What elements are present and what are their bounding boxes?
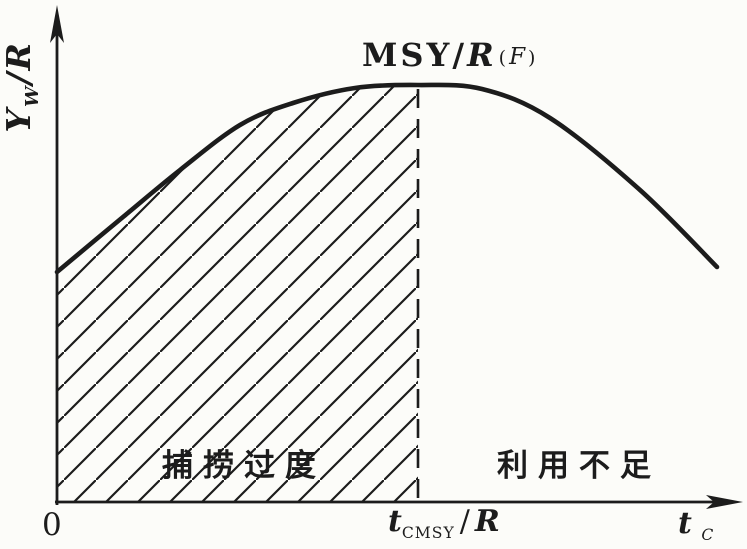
y-axis-label-main: Y (0, 106, 39, 133)
tcmsy-label: tCMSY / R (388, 505, 500, 542)
y-axis-label-sub: W (21, 84, 43, 107)
tcmsy-label-slash: / (459, 504, 470, 539)
peak-label-paren-open: ( (498, 47, 510, 69)
peak-label-msy: MSY/ (362, 36, 468, 74)
peak-label-f: F (509, 44, 529, 70)
tc-label-sub: C (701, 526, 715, 544)
x-axis-arrow-icon (706, 495, 743, 509)
peak-label: MSY/R (F) (362, 36, 539, 74)
region-label-underutilized: 利用不足 (497, 448, 661, 483)
y-axis-label: YW/R (0, 12, 43, 162)
tc-label-t: t (678, 506, 692, 541)
y-axis-arrow-icon (50, 5, 64, 43)
origin-label: 0 (42, 507, 62, 543)
overfishing-hatched-region (57, 85, 418, 502)
tcmsy-label-t: t (388, 504, 402, 539)
peak-label-r: R (467, 36, 494, 74)
tc-label: t C (678, 507, 714, 544)
yield-curve (54, 82, 720, 275)
tcmsy-label-r: R (474, 504, 500, 539)
peak-label-paren-close: ) (528, 47, 539, 69)
y-axis-label-rest: /R (0, 41, 39, 85)
region-label-overfishing: 捕捞过度 (162, 448, 326, 483)
tcmsy-label-sub: CMSY (401, 524, 455, 542)
